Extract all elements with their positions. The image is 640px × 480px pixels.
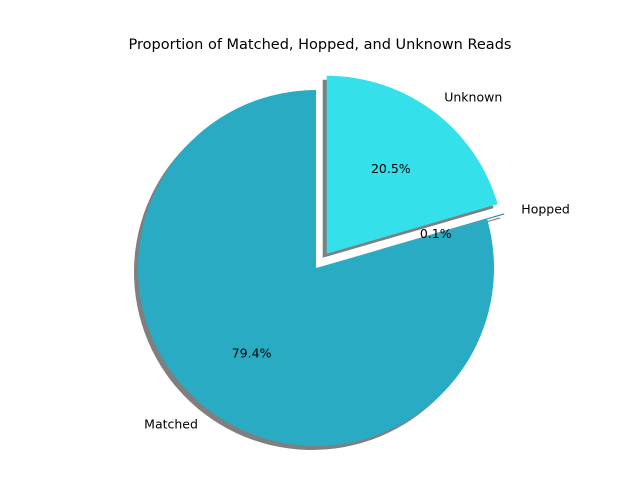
slice-percent-hopped: 0.1% bbox=[420, 226, 452, 241]
pie-slice-layer bbox=[138, 75, 505, 446]
pie-label-layer: Matched 79.4% Hopped 0.1% Unknown 20.5% bbox=[144, 90, 570, 432]
pie-slice-unknown bbox=[326, 75, 498, 254]
slice-percent-matched: 79.4% bbox=[232, 346, 272, 361]
pie-slice-matched bbox=[138, 90, 494, 446]
slice-label-unknown: Unknown bbox=[444, 90, 502, 105]
pie-slice-hopped bbox=[333, 213, 505, 264]
slice-percent-unknown: 20.5% bbox=[371, 161, 411, 176]
slice-label-matched: Matched bbox=[144, 417, 198, 432]
chart-title: Proportion of Matched, Hopped, and Unkno… bbox=[129, 37, 512, 53]
slice-label-hopped: Hopped bbox=[521, 202, 570, 217]
